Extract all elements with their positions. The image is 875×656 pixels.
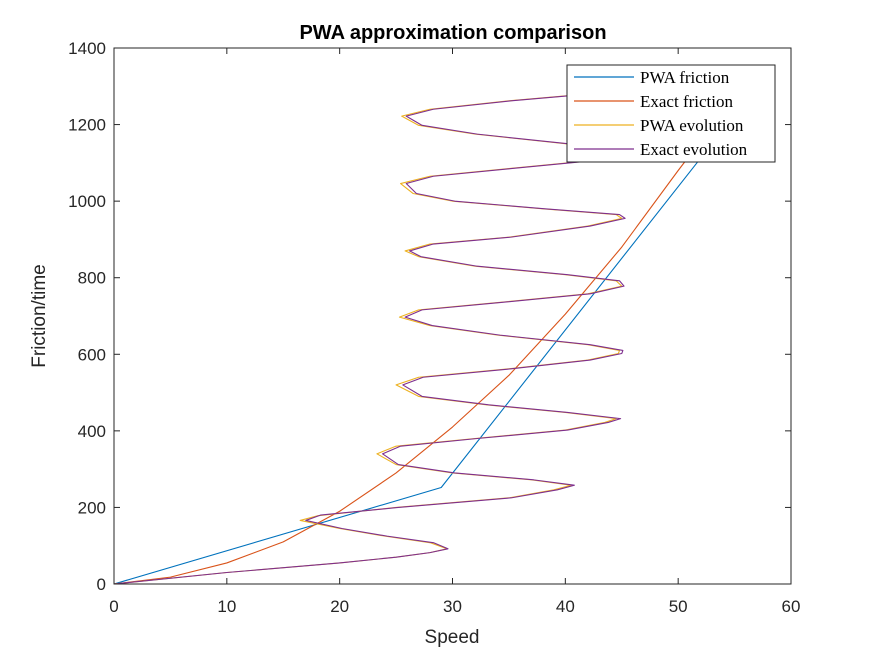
- y-tick-label: 1000: [68, 192, 106, 211]
- y-tick-label: 1200: [68, 116, 106, 135]
- legend-label-exact-friction: Exact friction: [640, 92, 733, 111]
- series-layer: [113, 93, 719, 585]
- x-tick-label: 40: [556, 597, 575, 616]
- legend-label-pwa-evolution: PWA evolution: [640, 116, 744, 135]
- y-tick-label: 200: [78, 498, 106, 517]
- legend: PWA friction Exact friction PWA evolution E…: [566, 64, 776, 163]
- legend-box: [566, 64, 776, 163]
- y-tick-label: 0: [97, 575, 106, 594]
- legend-label-exact-evolution: Exact evolution: [640, 140, 748, 159]
- x-tick-label: 10: [217, 597, 236, 616]
- x-tick-label: 30: [443, 597, 462, 616]
- x-tick-label: 0: [109, 597, 118, 616]
- y-tick-label: 400: [78, 422, 106, 441]
- series-line-exact-friction: [113, 118, 719, 585]
- x-tick-label: 20: [330, 597, 349, 616]
- y-tick-label: 800: [78, 269, 106, 288]
- y-axis: 0 200 400 600 800 1000 1200 1400: [68, 39, 791, 594]
- x-axis: 0 10 20 30 40 50 60: [109, 48, 800, 616]
- y-tick-label: 1400: [68, 39, 106, 58]
- y-axis-title: Friction/time: [29, 264, 50, 367]
- x-tick-label: 50: [669, 597, 688, 616]
- chart-title: PWA approximation comparison: [299, 22, 606, 44]
- x-axis-title: Speed: [425, 627, 480, 648]
- legend-label-pwa-friction: PWA friction: [640, 68, 730, 87]
- series-line-exact-evolution: [113, 93, 632, 585]
- series-line-pwa-friction: [113, 143, 713, 585]
- y-tick-label: 600: [78, 345, 106, 364]
- x-tick-label: 60: [782, 597, 801, 616]
